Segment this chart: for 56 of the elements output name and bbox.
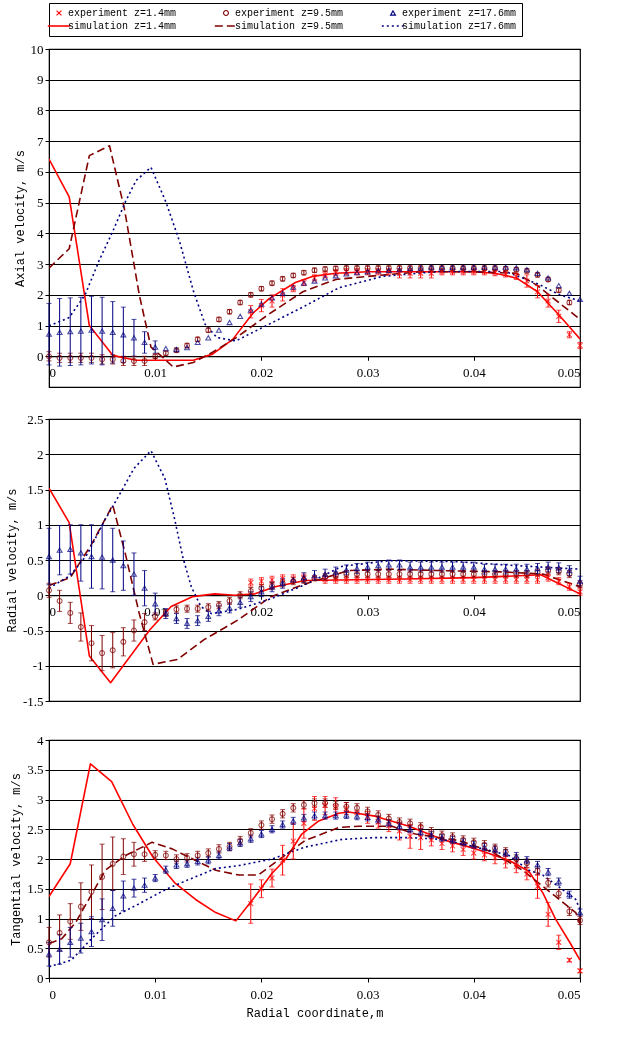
x-tick-label: 0.03 [356, 364, 380, 380]
y-tick-label: 1 [37, 517, 44, 533]
x-tick-label: 0 [49, 364, 56, 380]
y-tick-label: 5 [37, 195, 44, 211]
y-axis-title: Radial velocity, m/s [5, 488, 20, 633]
legend-label: simulation z=17.6mm [402, 21, 517, 32]
y-axis-title: Axial velocity, m/s [13, 150, 28, 287]
y-tick-label: 6 [37, 164, 44, 180]
y-tick-label: 1 [37, 911, 44, 926]
legend-label: experiment z=1.4mm [68, 8, 177, 19]
y-tick-label: 0 [37, 970, 44, 986]
y-tick-label: 0.5 [27, 940, 44, 956]
y-tick-label: 0 [37, 587, 44, 603]
x-tick-label: 0.02 [250, 603, 274, 619]
y-tick-label: 10 [30, 41, 44, 57]
y-tick-label: 2 [37, 446, 44, 462]
y-tick-label: 4 [37, 225, 44, 241]
x-tick-label: 0.04 [462, 364, 487, 380]
y-tick-label: 1.5 [27, 881, 44, 897]
y-tick-label: 1.5 [27, 482, 44, 497]
y-tick-label: 0.5 [27, 552, 44, 568]
y-tick-label: 1 [37, 318, 44, 334]
x-tick-label: 0.04 [462, 986, 487, 1002]
y-tick-label: 2 [37, 851, 44, 867]
y-tick-label: 8 [37, 102, 44, 118]
legend-label: simulation z=9.5mm [235, 21, 344, 32]
x-tick-label: 0.02 [250, 986, 274, 1002]
x-tick-label: 0.05 [557, 986, 581, 1002]
y-tick-label: 3 [37, 256, 44, 272]
x-tick-label: 0.01 [144, 364, 168, 380]
y-tick-label: 2 [37, 287, 44, 303]
y-tick-label: 3 [37, 792, 44, 807]
x-tick-label: 0.03 [356, 986, 380, 1002]
y-tick-label: 4 [37, 732, 44, 748]
x-tick-label: 0 [49, 603, 56, 619]
x-tick-label: 0.05 [557, 364, 581, 380]
y-tick-label: 7 [37, 133, 44, 149]
x-tick-label: 0.03 [356, 603, 380, 619]
y-tick-label: -1 [32, 658, 44, 674]
y-axis-title: Tangential velocity, m/s [10, 773, 25, 946]
y-tick-label: -1.5 [22, 693, 44, 709]
y-tick-label: 9 [37, 72, 44, 88]
x-axis-title: Radial coordinate,m [246, 1006, 384, 1021]
y-tick-label: 2.5 [27, 411, 44, 427]
y-tick-label: -0.5 [22, 623, 44, 638]
x-tick-label: 0.01 [144, 986, 168, 1002]
x-tick-label: 0 [49, 986, 56, 1002]
y-tick-label: 3.5 [27, 762, 44, 778]
legend-label: experiment z=17.6mm [402, 8, 517, 19]
y-tick-label: 0 [37, 348, 44, 364]
legend-label: simulation z=1.4mm [68, 21, 177, 32]
y-tick-label: 2.5 [27, 821, 44, 837]
x-tick-label: 0.02 [250, 364, 274, 380]
x-tick-label: 0.05 [557, 603, 581, 619]
legend-label: experiment z=9.5mm [235, 8, 344, 19]
x-tick-label: 0.04 [462, 603, 487, 619]
